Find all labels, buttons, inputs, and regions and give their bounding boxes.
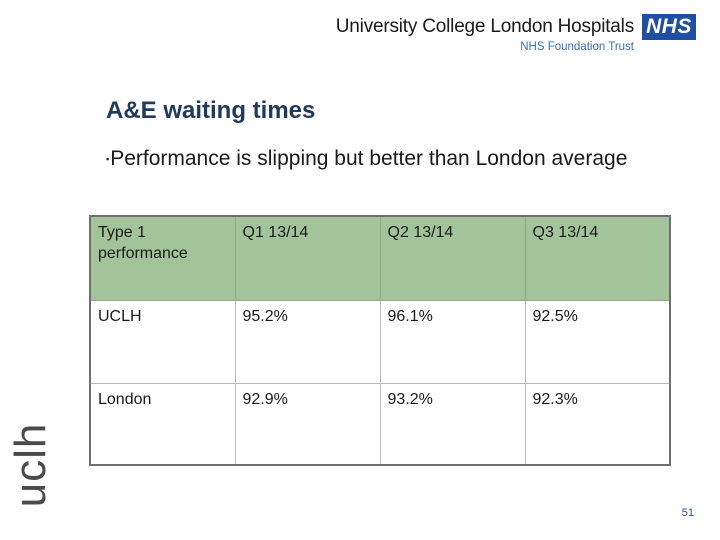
table-cell: 95.2% <box>235 300 381 384</box>
header-cell-type1: Type 1 performance <box>90 216 236 301</box>
trust-name: NHS Foundation Trust <box>520 41 634 53</box>
nhs-logo: NHS <box>642 14 696 40</box>
table-cell: 96.1% <box>380 300 526 384</box>
table-cell: 93.2% <box>380 383 526 465</box>
header-cell-q3: Q3 13/14 <box>525 216 670 301</box>
page-number: 51 <box>681 507 694 519</box>
table-row: London 92.9% 93.2% 92.3% <box>90 383 670 465</box>
row-label-uclh: UCLH <box>90 300 236 384</box>
table-header-row: Type 1 performance Q1 13/14 Q2 13/14 Q3 … <box>90 216 670 301</box>
row-label-london: London <box>90 383 236 465</box>
table-row: UCLH 95.2% 96.1% 92.5% <box>90 300 670 384</box>
organization-name: University College London Hospitals <box>335 16 634 37</box>
bullet-point: ▪Performance is slipping but better than… <box>106 146 666 172</box>
header-cell-q2: Q2 13/14 <box>380 216 526 301</box>
performance-table: Type 1 performance Q1 13/14 Q2 13/14 Q3 … <box>89 215 671 466</box>
bullet-text: Performance is slipping but better than … <box>110 147 628 170</box>
slide-title: A&E waiting times <box>106 97 316 124</box>
table-cell: 92.9% <box>235 383 381 465</box>
uclh-side-logo: uclh <box>6 410 55 520</box>
bullet-marker-icon: ▪ <box>106 154 110 165</box>
table-cell: 92.3% <box>532 390 578 408</box>
uclh-logo-text: uclh <box>6 422 55 508</box>
table-cell: 92.5% <box>525 300 670 384</box>
header-cell-q1: Q1 13/14 <box>235 216 381 301</box>
